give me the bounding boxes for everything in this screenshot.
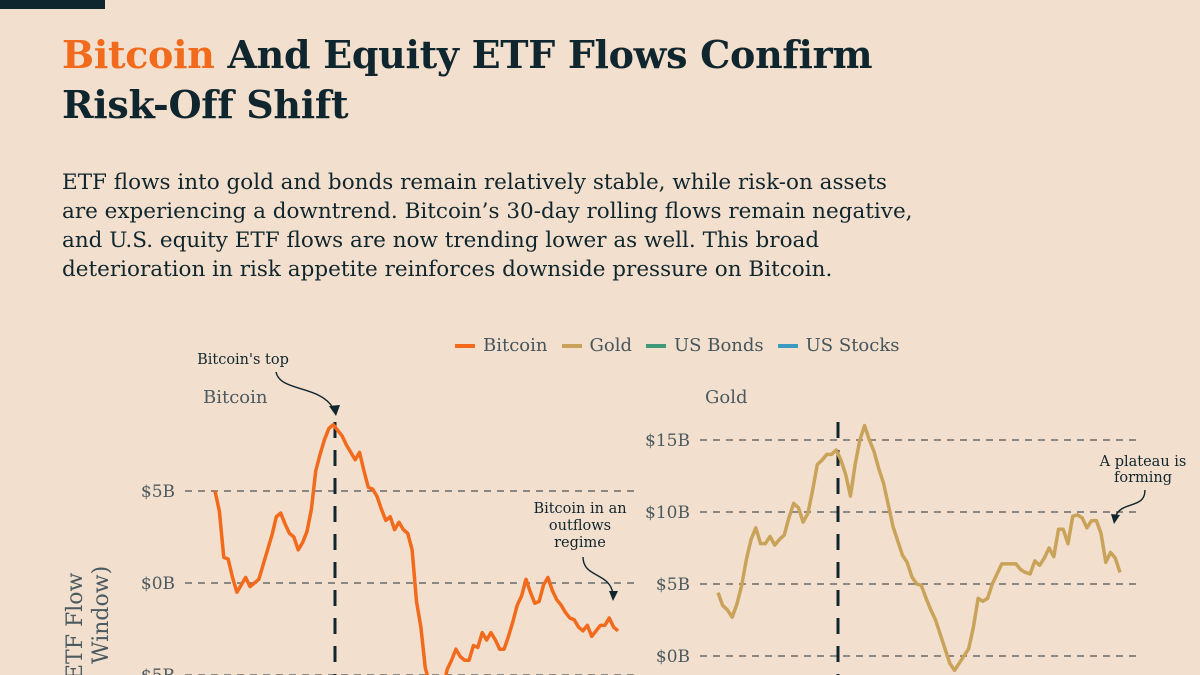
annotation-arrow <box>582 556 614 595</box>
series-line-gold <box>716 423 1122 673</box>
legend-label: US Stocks <box>805 335 900 356</box>
annotation-arrow <box>275 371 334 409</box>
legend-label: Gold <box>589 335 633 356</box>
annotation-outflows: outflows <box>549 518 611 534</box>
subtitle-line: are experiencing a downtrend. Bitcoin’s … <box>62 199 913 224</box>
annotation-bitcoin-top: Bitcoin's top <box>197 352 289 368</box>
legend-swatch <box>455 343 475 348</box>
title-line2: Risk-Off Shift <box>62 82 349 127</box>
chart-title: Gold <box>705 387 748 408</box>
arrow-head-icon <box>329 405 340 416</box>
subtitle: ETF flows into gold and bonds remain rel… <box>62 168 913 284</box>
y-tick-label: $0B <box>656 647 690 667</box>
legend-label: Bitcoin <box>483 335 548 356</box>
page-title: Bitcoin And Equity ETF Flows Confirm Ris… <box>62 30 873 130</box>
legend-item-gold: Gold <box>561 335 633 356</box>
annotation-plateau: forming <box>1114 470 1172 486</box>
title-highlight: Bitcoin <box>62 32 215 77</box>
subtitle-line: deterioration in risk appetite reinforce… <box>62 257 833 282</box>
legend-item-us-bonds: US Bonds <box>646 335 764 356</box>
annotation-outflows: Bitcoin in an <box>533 501 626 517</box>
top-accent-bar <box>0 0 105 9</box>
y-tick-label: $5B <box>141 666 175 675</box>
legend-item-us-stocks: US Stocks <box>777 335 900 356</box>
legend-swatch <box>561 343 582 348</box>
y-axis-label: Window) <box>89 566 114 664</box>
y-tick-label: $10B <box>645 503 690 523</box>
y-tick-label: $5B <box>141 482 175 502</box>
legend-label: US Bonds <box>674 335 764 356</box>
title-line1: And Equity ETF Flows Confirm <box>214 32 873 77</box>
legend-swatch <box>777 343 798 348</box>
y-tick-label: $15B <box>645 431 690 451</box>
annotation-arrow <box>1114 489 1146 519</box>
legend-item-bitcoin: Bitcoin <box>455 335 548 356</box>
legend: Bitcoin Gold US Bonds US Stocks <box>455 335 900 356</box>
legend-swatch <box>646 343 666 348</box>
subtitle-line: ETF flows into gold and bonds remain rel… <box>62 170 887 195</box>
arrow-head-icon <box>1111 514 1120 524</box>
series-line-bitcoin <box>213 423 620 675</box>
annotation-outflows: regime <box>554 535 606 551</box>
y-axis-label: ETF Flow <box>63 572 88 675</box>
arrow-head-icon <box>609 591 618 601</box>
chart-title: Bitcoin <box>203 387 268 408</box>
y-tick-label: $0B <box>141 574 175 594</box>
subtitle-line: and U.S. equity ETF flows are now trendi… <box>62 228 820 253</box>
y-tick-label: $5B <box>656 575 690 595</box>
annotation-plateau: A plateau is <box>1099 454 1187 470</box>
